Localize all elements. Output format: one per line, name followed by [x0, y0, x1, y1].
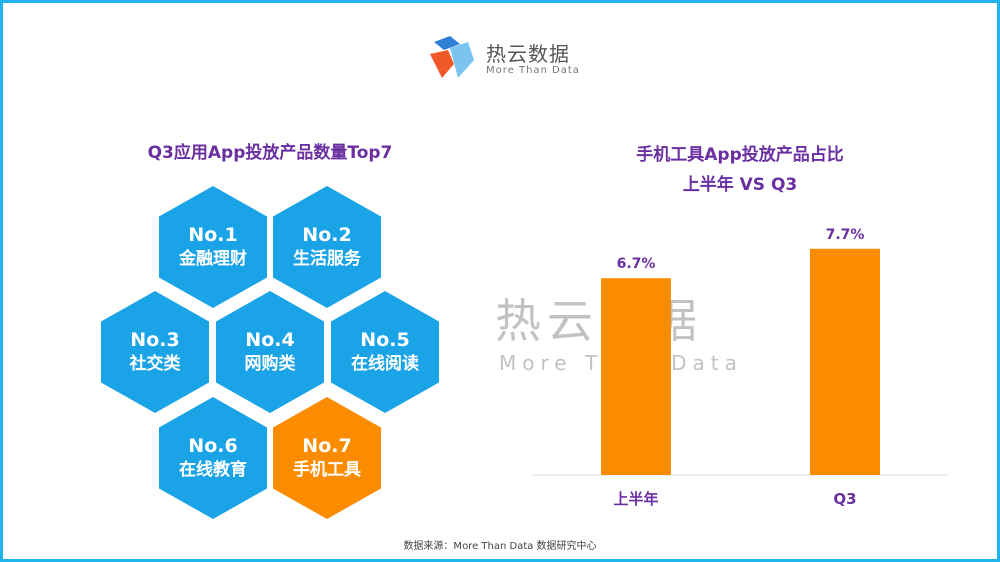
hex-category: 在线教育: [179, 460, 247, 480]
logo-icon: [430, 36, 474, 78]
bar-1: [810, 248, 880, 475]
hex-rank: No.2: [302, 224, 352, 246]
hex-item-7: No.7 手机工具: [273, 397, 381, 519]
hex-item-6: No.6 在线教育: [159, 397, 267, 519]
logo-tagline: More Than Data: [486, 65, 580, 76]
hex-category: 生活服务: [293, 249, 361, 269]
hex-rank: No.7: [302, 435, 352, 457]
hex-category: 网购类: [244, 354, 296, 374]
chart-title-block: 手机工具App投放产品占比 上半年 VS Q3: [560, 140, 920, 200]
data-source: 数据来源：More Than Data 数据研究中心: [403, 541, 597, 552]
hex-item-3: No.3 社交类: [101, 291, 209, 413]
hex-rank: No.5: [360, 329, 410, 351]
logo: 热云数据 More Than Data: [428, 34, 580, 82]
chart-title: 手机工具App投放产品占比: [636, 145, 844, 165]
hex-category: 社交类: [129, 354, 181, 374]
hex-item-5: No.5 在线阅读: [331, 291, 439, 413]
hex-rank: No.3: [130, 329, 180, 351]
left-title: Q3应用App投放产品数量Top7: [147, 143, 393, 163]
x-tick-label: Q3: [833, 490, 856, 508]
hex-category: 在线阅读: [351, 354, 419, 374]
hex-rank: No.1: [188, 224, 238, 246]
hex-category: 金融理财: [179, 249, 247, 269]
bar-0: [601, 278, 671, 475]
logo-text: 热云数据: [486, 42, 570, 66]
hex-category: 手机工具: [293, 460, 361, 480]
hex-rank: No.6: [188, 435, 238, 457]
hex-rank: No.4: [245, 329, 295, 351]
x-tick-label: 上半年: [613, 490, 658, 508]
hex-item-4: No.4 网购类: [216, 291, 324, 413]
chart-subtitle: 上半年 VS Q3: [682, 175, 798, 195]
data-label: 6.7%: [617, 256, 656, 272]
data-label: 7.7%: [826, 227, 865, 243]
